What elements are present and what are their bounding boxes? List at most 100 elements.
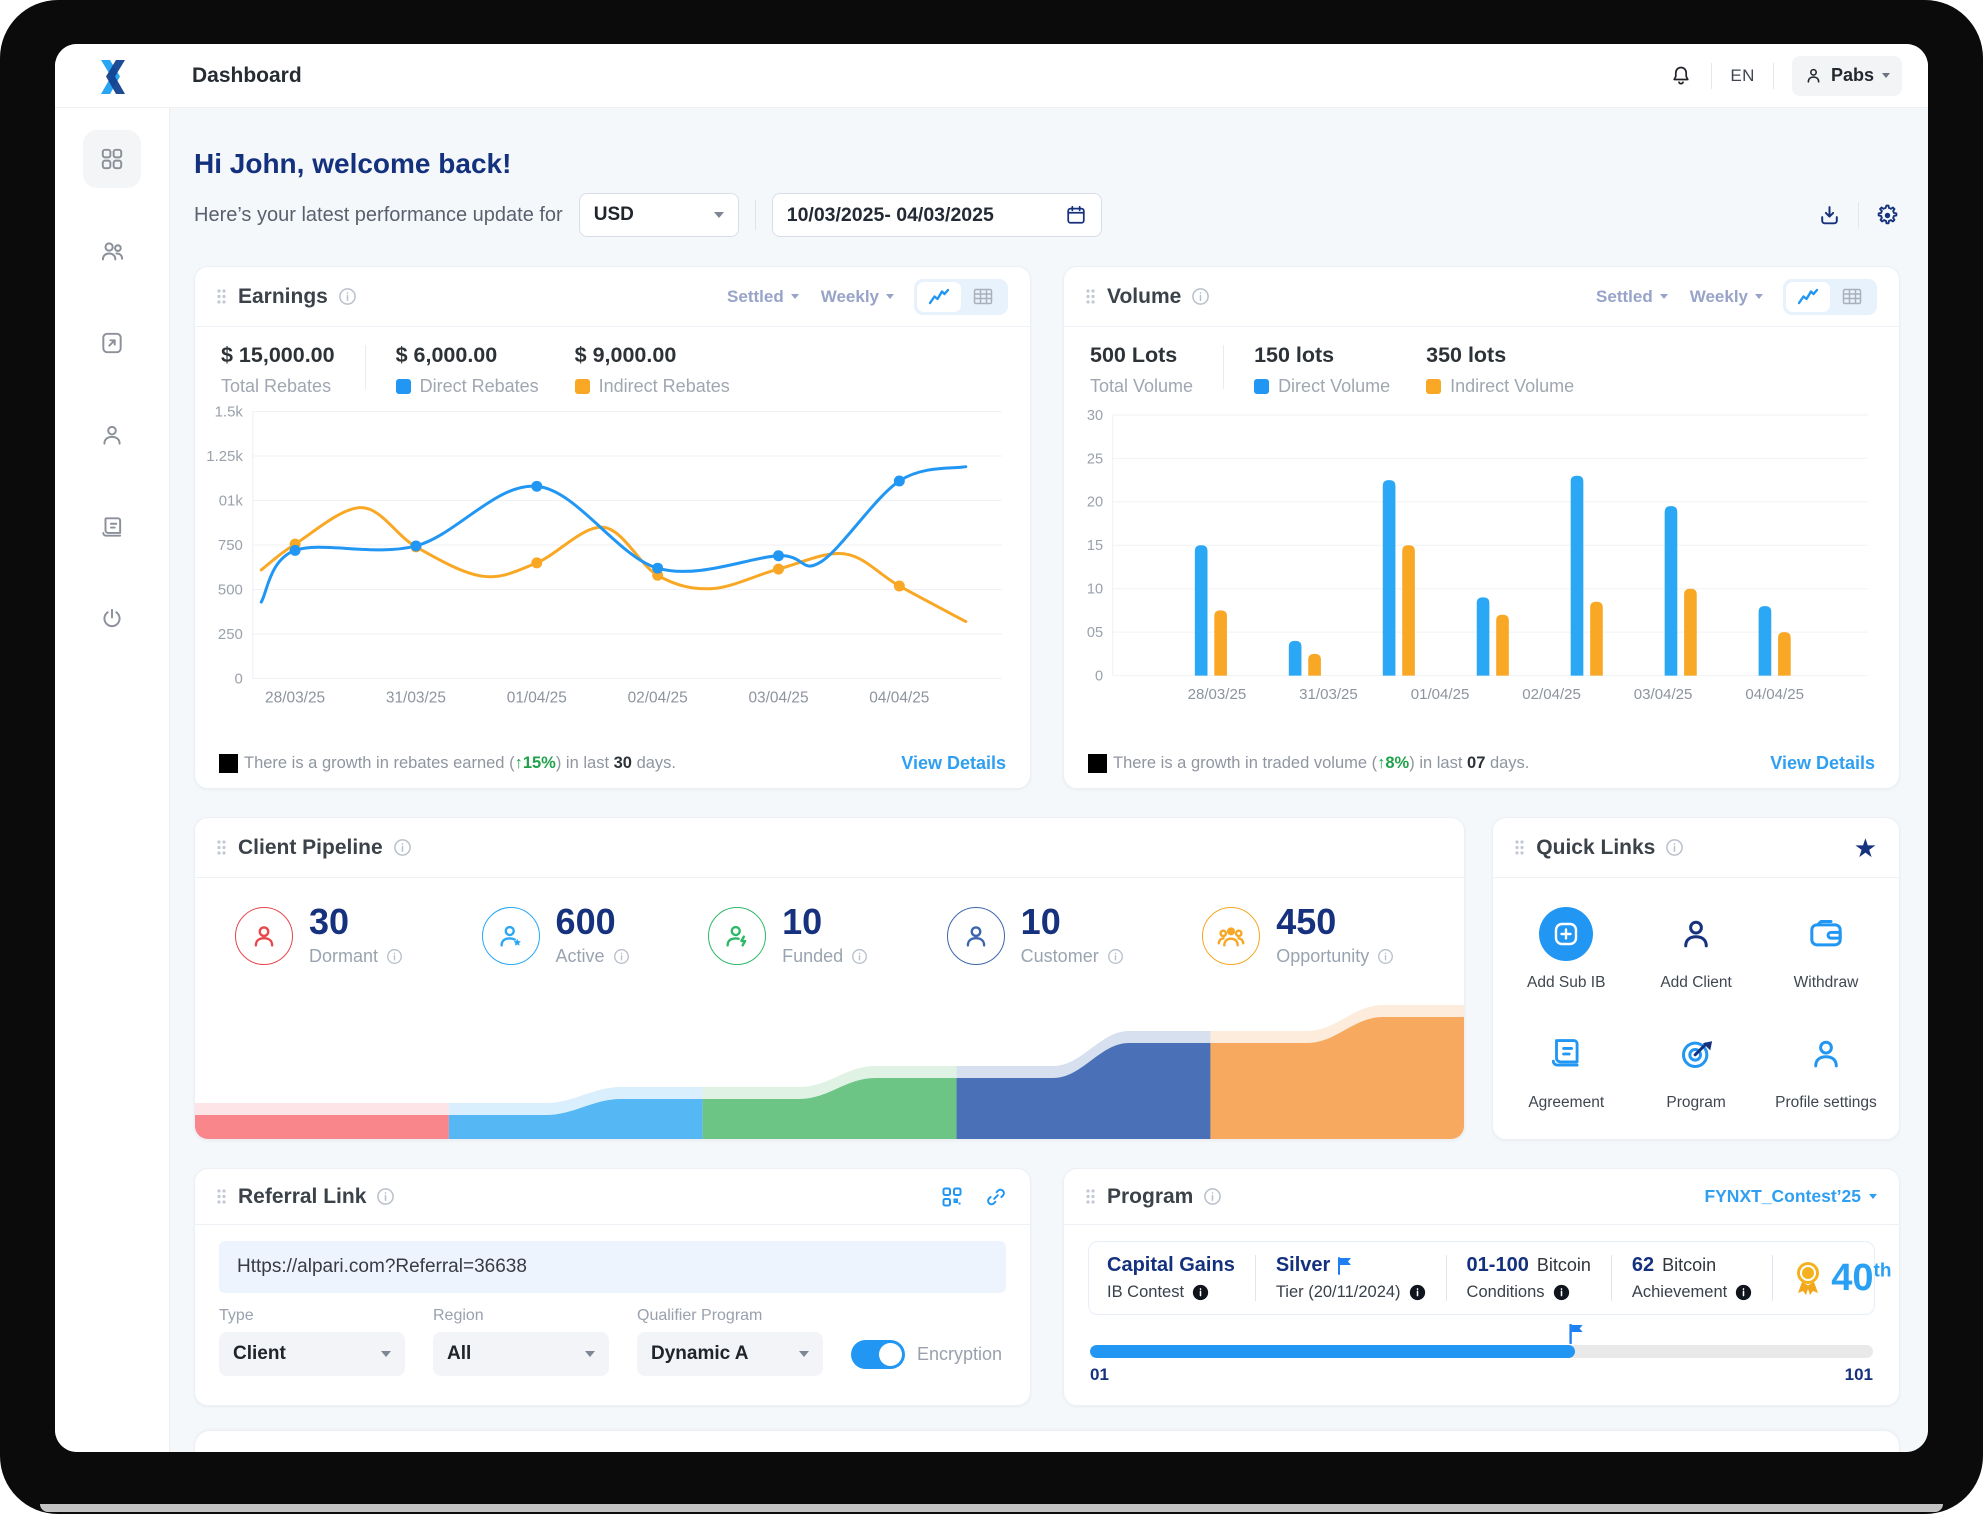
copy-link-icon[interactable] [984,1185,1008,1209]
info-icon[interactable] [1735,1284,1752,1301]
svg-text:31/03/25: 31/03/25 [1299,686,1358,703]
drag-handle-icon[interactable] [217,1189,226,1204]
add-sub-ib-button[interactable]: Add Sub IB [1501,906,1631,992]
medal-icon [1797,1262,1820,1295]
card-title: Quick Links [1536,835,1656,859]
qualifier-program-select[interactable]: Dynamic A [637,1332,823,1376]
svg-text:02/04/25: 02/04/25 [1522,686,1581,703]
growth-icon [219,754,238,773]
info-icon[interactable] [386,948,403,965]
currency-select[interactable]: USD [578,193,739,237]
settings-gear-icon[interactable] [1875,203,1900,228]
table-icon [1842,288,1862,305]
pipeline-stats: 30 Dormant 600 Active [195,878,1464,967]
drag-handle-icon[interactable] [217,289,226,304]
field-label: Region [433,1307,484,1324]
type-field: Type Client [219,1307,405,1376]
sidebar-item-logout[interactable] [83,590,141,648]
svg-text:01k: 01k [219,493,244,510]
view-details-link[interactable]: View Details [1770,753,1875,773]
sidebar-item-agreements[interactable] [83,498,141,556]
divider [1711,62,1713,89]
direct-volume-stat: 150 lots Direct Volume [1254,343,1391,396]
info-icon[interactable] [376,1187,395,1206]
active-stat: 600 Active [481,904,630,967]
period-filter[interactable]: Weekly [1690,287,1763,307]
date-range-picker[interactable]: 10/03/2025- 04/03/2025 [771,193,1102,237]
svg-text:15: 15 [1087,538,1103,554]
contest-selector[interactable]: FYNXT_Contest’25 [1704,1186,1877,1207]
encryption-toggle[interactable] [851,1339,905,1369]
settled-filter[interactable]: Settled [1596,287,1668,307]
quick-link-label: Withdraw [1793,974,1859,991]
info-icon[interactable] [393,838,412,857]
add-client-button[interactable]: Add Client [1631,906,1761,992]
chevron-down-icon [713,212,724,218]
sidebar-item-profile[interactable] [83,406,141,464]
drag-handle-icon[interactable] [1086,1189,1095,1204]
svg-text:20: 20 [1087,495,1103,511]
qr-code-icon[interactable] [940,1185,964,1209]
info-icon[interactable] [338,287,357,306]
sidebar-item-dashboard[interactable] [83,130,141,188]
table-view-button[interactable] [961,282,1005,312]
svg-text:31/03/25: 31/03/25 [386,689,446,706]
svg-text:04/04/25: 04/04/25 [869,689,929,706]
withdraw-button[interactable]: Withdraw [1761,906,1891,992]
agreement-icon [1547,1026,1585,1082]
region-select[interactable]: All [433,1332,609,1376]
info-icon[interactable] [1191,287,1210,306]
greeting-subtitle: Here’s your latest performance update fo… [194,203,563,226]
user-avatar-icon [1807,68,1820,83]
svg-text:01/04/25: 01/04/25 [1411,686,1470,703]
brand-logo[interactable] [55,57,170,95]
period-filter[interactable]: Weekly [821,287,894,307]
drag-handle-icon[interactable] [1086,289,1095,304]
growth-icon [1088,754,1107,773]
type-select[interactable]: Client [219,1332,405,1376]
line-view-button[interactable] [917,281,961,312]
info-icon[interactable] [1665,838,1684,857]
info-icon[interactable] [1377,948,1394,965]
download-icon[interactable] [1817,203,1842,228]
view-details-link[interactable]: View Details [901,753,1006,773]
drag-handle-icon[interactable] [217,840,226,855]
referral-url-field[interactable]: Https://alpari.com?Referral=36638 [219,1241,1006,1293]
progress-end-label: 101 [1844,1365,1873,1384]
svg-text:1.25k: 1.25k [206,448,243,465]
info-icon[interactable] [1203,1187,1222,1206]
info-icon[interactable] [1192,1284,1209,1301]
user-name: Pabs [1830,65,1874,85]
language-selector[interactable]: EN [1730,65,1755,85]
agreement-button[interactable]: Agreement [1501,1026,1631,1112]
opportunity-stat: 450 Opportunity [1202,904,1394,967]
flag-icon [1338,1256,1352,1275]
field-label: Qualifier Program [637,1307,763,1324]
app-window: Dashboard EN Pabs [55,44,1928,1452]
drag-handle-icon[interactable] [1515,840,1524,855]
sidebar-item-clients[interactable] [83,222,141,280]
info-icon[interactable] [1553,1284,1570,1301]
funded-person-bolt-icon [708,906,767,965]
rank-badge: 40th [1793,1259,1891,1297]
info-icon[interactable] [851,948,868,965]
program-button[interactable]: Program [1631,1026,1761,1112]
svg-text:0: 0 [235,671,243,688]
info-icon[interactable] [1409,1284,1426,1301]
info-icon[interactable] [613,948,630,965]
user-menu[interactable]: Pabs [1791,55,1902,96]
quick-link-label: Add Sub IB [1527,974,1606,991]
chevron-down-icon [1869,1194,1877,1199]
table-view-button[interactable] [1830,282,1874,312]
profile-settings-button[interactable]: Profile settings [1761,1026,1891,1112]
notifications-bell-icon[interactable] [1669,64,1693,88]
legend-swatch [1426,379,1442,394]
info-icon[interactable] [1107,948,1124,965]
funded-stat: 10 Funded [708,904,868,967]
favorite-star-icon[interactable]: ★ [1853,832,1877,863]
line-view-button[interactable] [1786,281,1830,312]
sidebar-item-reports[interactable] [83,314,141,372]
indirect-volume-stat: 350 lots Indirect Volume [1426,343,1575,396]
settled-filter[interactable]: Settled [727,287,799,307]
qualifier-program-field: Qualifier Program Dynamic A [637,1307,823,1376]
